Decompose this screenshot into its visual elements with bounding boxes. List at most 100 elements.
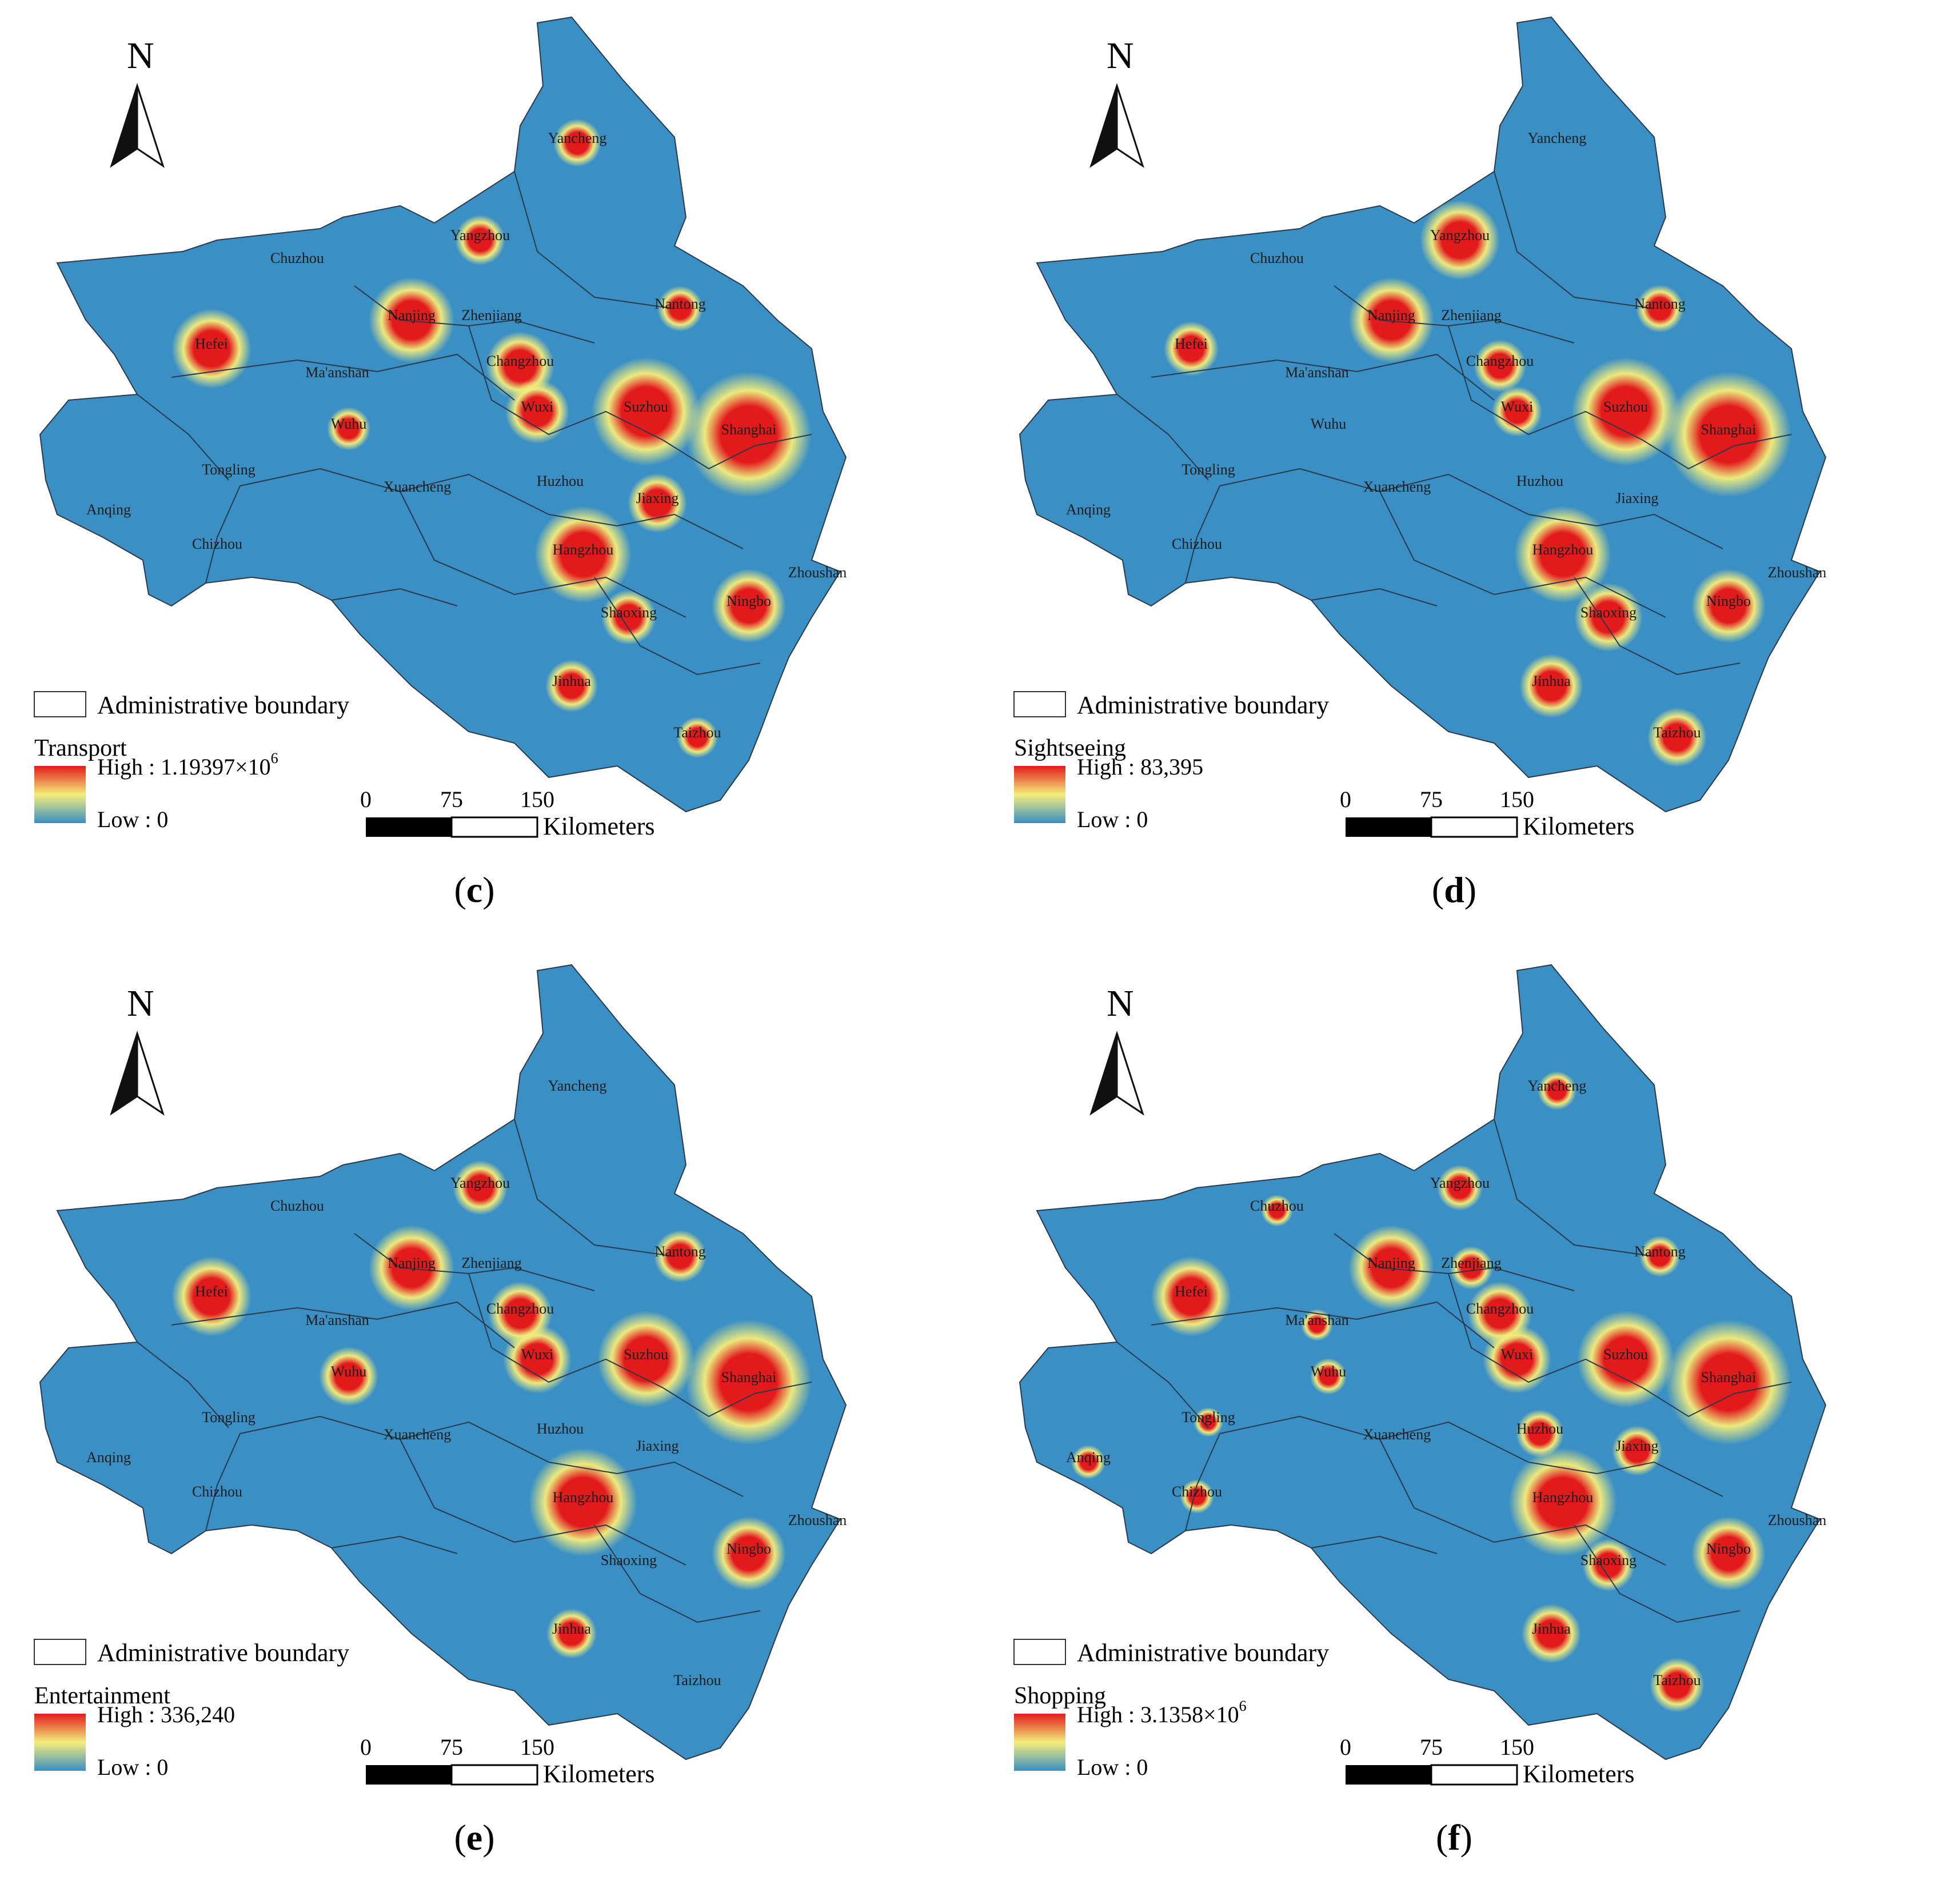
scale-unit-label: Kilometers (1523, 1760, 1635, 1788)
hotspot (455, 215, 505, 265)
hotspot (686, 372, 812, 497)
city-label: Chuzhou (270, 250, 324, 266)
scale-tick-label: 0 (360, 787, 372, 812)
city-label: Jinhua (552, 1620, 591, 1637)
city-label: Hefei (1175, 336, 1208, 352)
admin-boundary-line (1494, 171, 1655, 309)
admin-boundary-line (400, 1439, 686, 1566)
admin-boundary-line (1151, 1301, 1495, 1348)
city-label: Taizhou (1653, 724, 1700, 741)
city-label: Huzhou (537, 473, 584, 489)
city-label: Anqing (1066, 501, 1111, 518)
admin-boundary-line (205, 1433, 241, 1531)
scale-tick-label: 75 (440, 1734, 463, 1760)
legend-low-value: Low : 0 (1077, 1754, 1148, 1780)
city-label: Ningbo (1706, 1540, 1751, 1557)
scale-tick-label: 75 (1420, 787, 1443, 812)
city-label: Zhenjiang (1441, 307, 1501, 324)
city-label: Tongling (1181, 461, 1235, 478)
admin-boundary-line (662, 434, 812, 470)
city-label: Nantong (1634, 296, 1686, 312)
admin-boundary-line (1528, 1461, 1723, 1497)
density-map-f: Yancheng Chuzhou Yangzhou Nantong Hefei Nanji… (1013, 964, 1827, 1786)
city-label: Huzhou (537, 1420, 584, 1437)
boundary-legend-swatch (1013, 691, 1066, 717)
hotspot (1261, 1195, 1293, 1227)
panel-caption: (e) (454, 1817, 495, 1858)
admin-boundary-line (1642, 434, 1792, 470)
city-label: Suzhou (624, 398, 668, 415)
admin-boundary-line (1448, 325, 1643, 441)
city-label: Suzhou (1603, 398, 1648, 415)
city-label: Zhenjiang (461, 307, 521, 324)
admin-boundary-line (548, 1461, 744, 1497)
city-label: Chizhou (192, 1483, 242, 1500)
city-label: Changzhou (1466, 1300, 1534, 1317)
city-label: Shanghai (1701, 1369, 1757, 1386)
city-label: Wuhu (1311, 416, 1347, 432)
hotspot (1468, 1282, 1532, 1346)
admin-boundary-line (1448, 1273, 1643, 1388)
scale-tick-label: 150 (1500, 1734, 1534, 1760)
legend-low-value: Low : 0 (1077, 807, 1148, 832)
city-label: Nanjing (1367, 307, 1415, 324)
north-arrow-half-icon (136, 85, 165, 168)
hotspot (1508, 1448, 1617, 1556)
north-label: N (1107, 983, 1134, 1024)
hotspot (1574, 583, 1643, 652)
city-label: Ma'anshan (305, 364, 369, 381)
city-label: Hefei (195, 1283, 228, 1300)
admin-boundary-line (594, 577, 761, 676)
admin-boundary-line (1642, 1382, 1792, 1418)
city-label: Jiaxing (636, 1438, 678, 1454)
panel-caption-letter: c (466, 869, 483, 910)
admin-boundary-line (514, 171, 675, 309)
city-label: Zhoushan (788, 564, 847, 581)
hotspot (1650, 1658, 1704, 1713)
city-label: Zhoushan (1768, 564, 1827, 581)
admin-boundary-line (171, 1301, 515, 1348)
hotspot (1420, 200, 1500, 280)
admin-boundary-line (1574, 577, 1741, 676)
city-label: Yangzhou (450, 1175, 510, 1191)
legend-title: Sightseeing (1014, 735, 1126, 761)
city-label: Zhoushan (1768, 1512, 1827, 1528)
boundary-legend-swatch (34, 1639, 86, 1665)
city-label: Nantong (1634, 1243, 1686, 1260)
scale-tick-label: 150 (520, 1734, 554, 1760)
admin-boundary-line (1494, 1119, 1655, 1257)
panel-caption-letter: e (466, 1817, 483, 1858)
admin-boundary-line (1116, 1342, 1209, 1428)
legend-high-text: High : 83,395 (1077, 754, 1204, 780)
city-label: Anqing (1066, 1449, 1111, 1466)
hotspot (1582, 1539, 1635, 1591)
city-label: Shanghai (1701, 421, 1757, 438)
hotspot (1437, 1165, 1483, 1211)
scale-unit-label: Kilometers (543, 1760, 655, 1788)
scale-tick-label: 0 (1340, 787, 1351, 812)
city-label: Shaoxing (601, 1552, 657, 1568)
city-label: Changzhou (1466, 353, 1534, 369)
legend-title: Entertainment (34, 1683, 170, 1709)
north-arrow-half-icon (1116, 1033, 1144, 1116)
hotspot (657, 286, 703, 332)
hotspot (529, 1448, 637, 1556)
hotspot-layer (1071, 1071, 1791, 1713)
city-label: Wuxi (521, 1346, 554, 1363)
city-label: Yancheng (548, 1077, 607, 1094)
scale-unit-label: Kilometers (1523, 812, 1635, 840)
city-label: Huzhou (1516, 473, 1563, 489)
city-label: Xuancheng (1363, 478, 1431, 495)
color-ramp (34, 766, 86, 823)
hotspot (1577, 1311, 1674, 1408)
color-ramp (34, 1714, 86, 1771)
hotspot (488, 1282, 552, 1346)
city-label: Wuhu (331, 416, 367, 432)
city-label: Chizhou (1172, 1483, 1222, 1500)
admin-boundary-line (1185, 1433, 1220, 1531)
panel-caption-letter: f (1448, 1817, 1460, 1858)
hotspot (546, 1608, 597, 1659)
hotspot (545, 660, 598, 712)
legend-high-exponent: 6 (1239, 1698, 1247, 1714)
